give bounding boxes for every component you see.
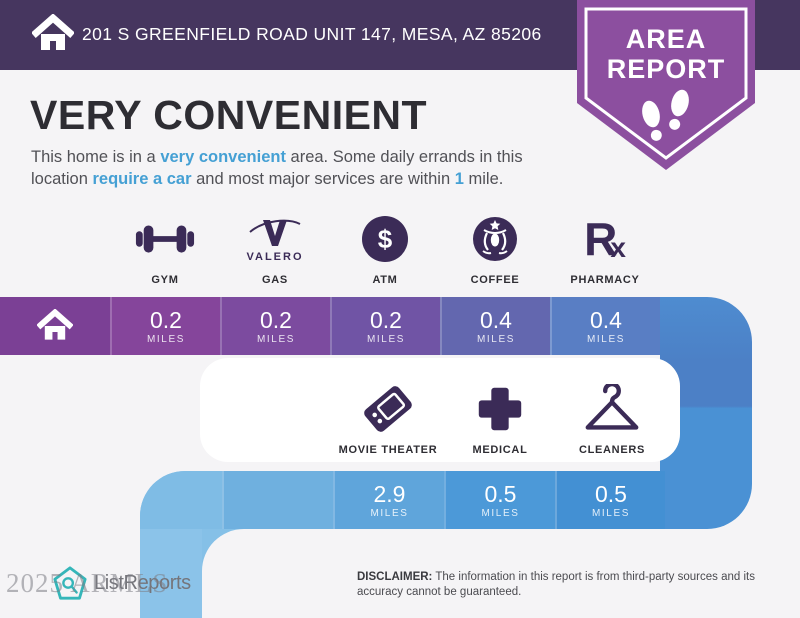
intro-highlight-miles: 1 [454,170,464,188]
amenity-movie-theater: MOVIE THEATER [333,380,443,458]
distance-cell: 0.2 MILES [220,297,330,355]
amenity-label: CLEANERS [578,444,646,456]
distance-value: 0.4 [480,306,512,333]
listreports-logo: ListReports [52,564,191,602]
amenity-gym: GYM [110,210,220,288]
hanger-icon [585,384,639,430]
distance-cell: 0.5 MILES [555,471,665,529]
distance-unit: MILES [370,507,409,519]
home-cell [0,297,110,355]
badge-line1: AREA [626,24,707,54]
ticket-icon [364,386,412,432]
area-report-badge: AREA REPORT [577,0,755,170]
amenity-panel-row2 [200,358,680,462]
intro-highlight-convenient: very convenient [160,148,286,166]
property-address: 201 S GREENFIELD ROAD UNIT 147, MESA, AZ… [82,24,542,44]
band-segment [222,471,333,529]
home-icon [37,309,73,340]
distance-cell: 0.5 MILES [444,471,555,529]
dollar-circle-icon: $ [362,216,408,262]
intro-text: area. Some daily errands in this [285,148,523,166]
amenity-label: ATM [372,274,398,286]
distance-unit: MILES [256,333,295,345]
listreports-wordmark: ListReports [94,571,191,594]
home-icon [32,14,74,50]
rx-letter-r: R [584,213,618,265]
footprints-icon [642,89,689,141]
amenity-label: MEDICAL [472,444,528,456]
distance-unit: MILES [481,507,520,519]
amenity-label: GAS [262,274,288,286]
starbucks-siren-icon [473,217,517,261]
distance-unit: MILES [366,333,405,345]
page-title: VERY CONVENIENT [30,92,428,138]
distance-cell: 0.2 MILES [110,297,220,355]
amenity-medical: MEDICAL [445,380,555,458]
distance-unit: MILES [476,333,515,345]
distance-unit: MILES [591,507,630,519]
distance-value: 2.9 [373,480,406,507]
amenity-label: PHARMACY [570,274,640,286]
distance-unit: MILES [146,333,185,345]
armls-watermark: 2025 ARMLS [6,568,169,598]
intro-highlight-car: require a car [92,170,192,188]
intro-text: and most major services are within [191,170,455,188]
intro-text: This home is in a [31,148,161,166]
distance-value: 0.2 [150,306,182,333]
distance-value: 0.4 [590,306,622,333]
disclaimer-text: The information in this report is from t… [357,571,755,598]
amenity-label: GYM [151,274,179,286]
dollar-sign: $ [377,223,393,254]
distance-unit: MILES [586,333,625,345]
distance-value: 0.2 [370,306,402,333]
amenity-gas: VALERO GAS [220,210,330,288]
amenity-coffee: COFFEE [440,210,550,288]
disclaimer: DISCLAIMER: The information in this repo… [357,570,781,599]
valero-logo-icon: VALERO [246,216,304,263]
badge-line2: REPORT [607,54,726,84]
intro-text: mile. [463,170,504,188]
amenity-label: COFFEE [470,274,520,286]
distance-cell: 0.4 MILES [550,297,660,355]
intro-text: location [31,170,93,188]
valero-wordmark: VALERO [246,250,304,263]
distance-band-row1: 0.2 MILES 0.2 MILES 0.2 MILES 0.4 MILES … [0,297,660,355]
distance-cell: 0.4 MILES [440,297,550,355]
amenity-atm: $ ATM [330,210,440,288]
distance-value: 0.5 [595,480,627,507]
distance-value: 0.5 [484,480,517,507]
distance-band-row2: 2.9 MILES 0.5 MILES 0.5 MILES [140,471,665,529]
listreports-house-icon [53,566,87,600]
amenity-cleaners: CLEANERS [557,380,667,458]
dumbbell-icon [135,225,195,253]
medical-cross-icon [478,387,522,431]
rx-letter-x: x [610,232,626,263]
distance-cell: 0.2 MILES [330,297,440,355]
amenity-label: MOVIE THEATER [338,444,438,456]
intro-paragraph: This home is in a very convenient area. … [31,146,576,190]
disclaimer-label: DISCLAIMER: [357,571,433,583]
distance-value: 0.2 [260,306,292,333]
distance-cell: 2.9 MILES [333,471,444,529]
band-segment [140,471,222,529]
route-inner-corner [202,529,244,571]
